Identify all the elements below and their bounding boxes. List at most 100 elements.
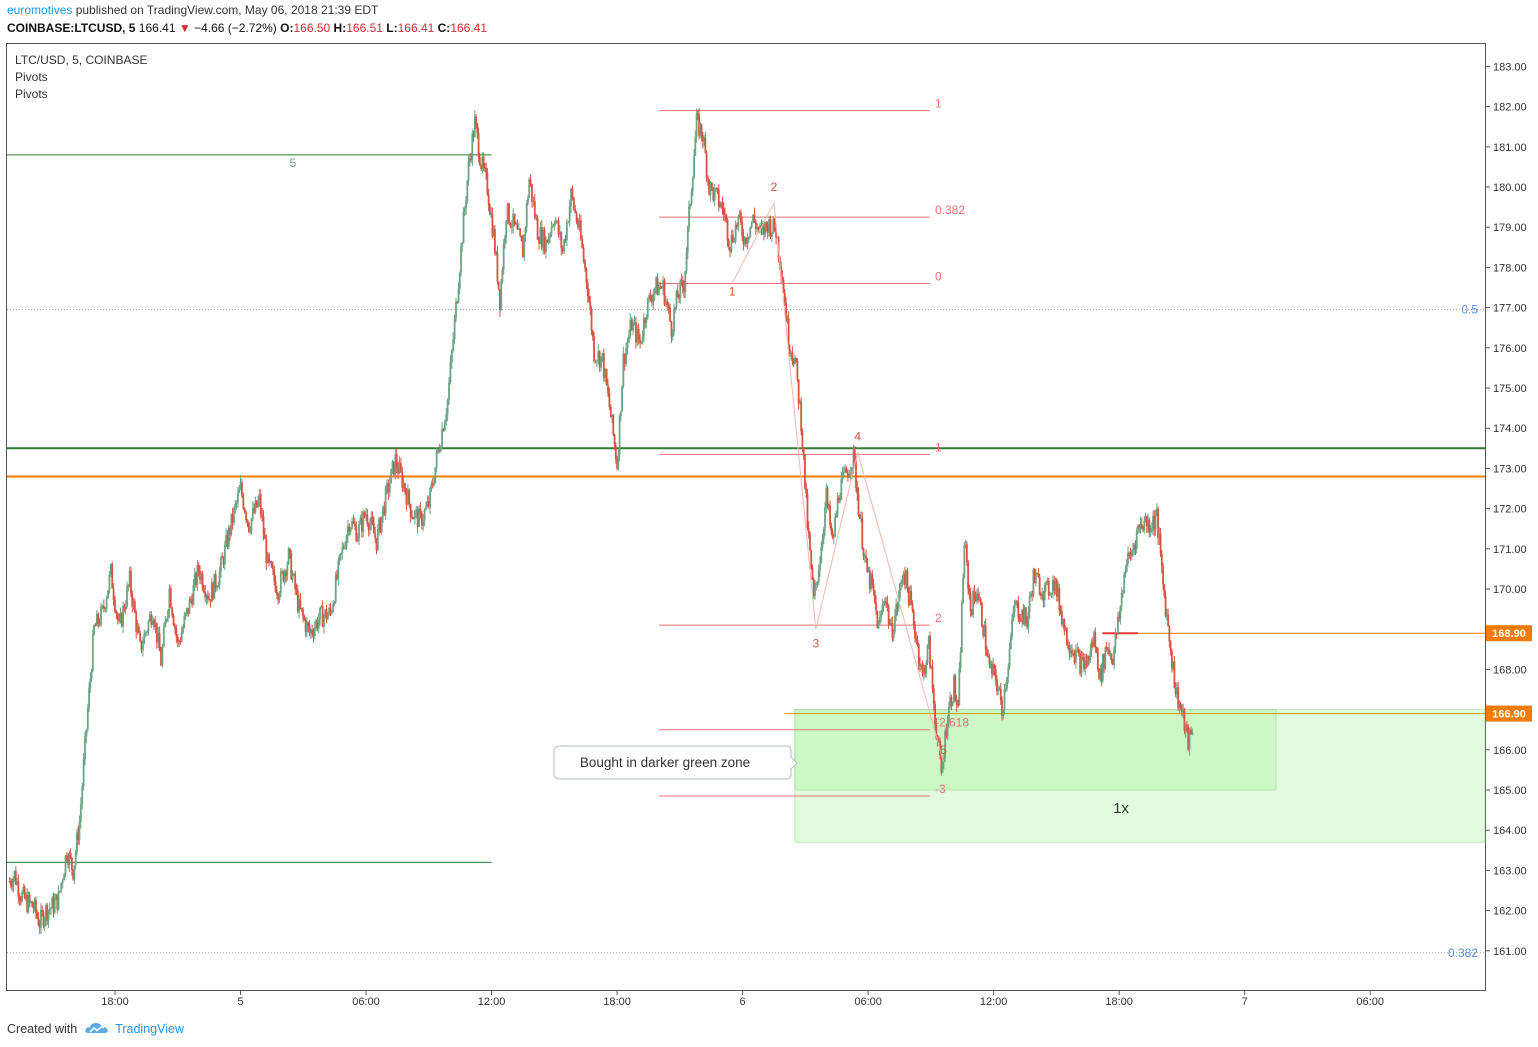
candle xyxy=(553,220,556,231)
x-axis[interactable]: 18:00 5 06:00 12:00 18:00 6 06:00 12:00 18:00 7 06… xyxy=(101,990,1384,1008)
candle xyxy=(153,617,155,631)
candle-body xyxy=(632,322,635,331)
candle-body xyxy=(118,619,121,621)
candle xyxy=(700,123,703,142)
candle-body xyxy=(944,730,947,759)
candle xyxy=(981,601,983,628)
candle xyxy=(883,597,886,607)
candle-body xyxy=(588,295,590,302)
candle-body xyxy=(1100,668,1103,681)
candle-body xyxy=(306,622,308,633)
candle xyxy=(1174,682,1177,698)
candle xyxy=(1124,565,1127,578)
candle-body xyxy=(794,357,796,364)
candle-body xyxy=(458,272,461,289)
candle-body xyxy=(765,222,768,225)
candle xyxy=(337,556,340,586)
candle-body xyxy=(912,610,915,626)
candle-body xyxy=(837,497,840,501)
candle-body xyxy=(402,483,405,489)
candle-body xyxy=(490,213,493,215)
candle-body xyxy=(669,307,671,322)
candle-body xyxy=(899,583,901,598)
y-tick-label: 161.00 xyxy=(1493,946,1527,958)
candle xyxy=(725,213,728,223)
candle-body xyxy=(660,287,663,289)
author-link[interactable]: euromotives xyxy=(7,3,73,17)
candle xyxy=(967,559,970,596)
candle xyxy=(1041,587,1044,601)
candle xyxy=(1096,647,1099,672)
candle-body xyxy=(1191,731,1194,735)
candle xyxy=(1077,646,1080,657)
candle xyxy=(320,604,323,609)
candle xyxy=(756,223,759,233)
candle xyxy=(370,510,373,531)
candle-body xyxy=(892,631,895,639)
candle xyxy=(214,569,217,593)
candle-body xyxy=(1024,607,1027,620)
candle xyxy=(922,663,925,681)
candle-body xyxy=(820,547,823,564)
candle xyxy=(749,226,752,239)
candle-body xyxy=(712,187,715,201)
candle-body xyxy=(601,352,604,357)
candle xyxy=(925,659,928,678)
candle-body xyxy=(81,786,84,805)
candle-body xyxy=(831,531,834,538)
candle-body xyxy=(983,625,986,636)
candle xyxy=(369,517,371,535)
pivot-label-0: 5 xyxy=(289,156,296,170)
candle xyxy=(977,587,980,603)
candle-body xyxy=(17,881,20,897)
candle xyxy=(278,591,281,604)
candle-body xyxy=(184,613,187,617)
candle-body xyxy=(1093,632,1095,647)
candle-body xyxy=(713,188,716,201)
candle-body xyxy=(72,869,75,880)
candle xyxy=(902,571,905,585)
candle xyxy=(133,598,136,614)
candle xyxy=(892,628,895,642)
candle xyxy=(486,167,489,196)
candle-body xyxy=(810,549,813,569)
candle-body xyxy=(664,301,667,305)
candle xyxy=(842,466,845,477)
x-tick-label: 18:00 xyxy=(101,996,129,1008)
candle xyxy=(1043,582,1046,608)
candle xyxy=(309,628,312,640)
candle-body xyxy=(906,570,909,588)
candle-body xyxy=(1085,660,1088,667)
candle-body xyxy=(126,586,128,607)
candle-body xyxy=(43,919,46,926)
candle xyxy=(910,585,913,606)
candle xyxy=(617,449,620,471)
candle xyxy=(1147,513,1149,534)
candle-body xyxy=(700,124,703,137)
candle-body xyxy=(1070,650,1073,654)
zones-layer xyxy=(794,709,1486,843)
candle xyxy=(16,877,18,886)
candle-body xyxy=(1041,593,1044,596)
candle xyxy=(781,269,784,283)
candle-body xyxy=(821,539,824,548)
candle-body xyxy=(791,352,794,360)
candle-body xyxy=(845,467,848,473)
candle-body xyxy=(604,369,607,378)
candle xyxy=(1016,600,1018,608)
candle xyxy=(998,686,1001,691)
candle-body xyxy=(222,558,225,565)
candle xyxy=(536,214,539,240)
candle-body xyxy=(53,899,56,913)
candle xyxy=(302,607,304,623)
candle xyxy=(705,150,708,183)
candle xyxy=(811,564,814,581)
candle-body xyxy=(998,688,1001,690)
y-axis[interactable]: 161.00162.00163.00164.00165.00166.00167.… xyxy=(1485,61,1532,958)
tradingview-link[interactable]: TradingView xyxy=(115,1022,184,1036)
candle-body xyxy=(512,213,515,227)
candle-body xyxy=(438,449,441,452)
candle-body xyxy=(109,564,112,575)
tradingview-cloud-icon[interactable] xyxy=(85,1021,109,1035)
